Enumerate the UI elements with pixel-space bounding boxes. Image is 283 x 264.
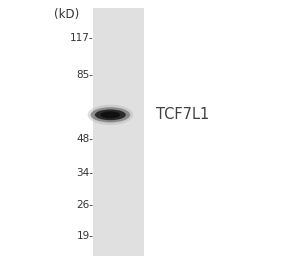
FancyBboxPatch shape	[93, 8, 144, 256]
Text: 48-: 48-	[76, 134, 93, 144]
Ellipse shape	[88, 105, 133, 125]
Text: 85-: 85-	[76, 70, 93, 80]
Text: TCF7L1: TCF7L1	[156, 107, 209, 122]
Ellipse shape	[91, 107, 130, 122]
Text: 26-: 26-	[76, 200, 93, 210]
Text: 117-: 117-	[70, 33, 93, 43]
Text: 34-: 34-	[76, 168, 93, 178]
Ellipse shape	[95, 110, 126, 120]
Text: 19-: 19-	[76, 231, 93, 241]
Text: (kD): (kD)	[54, 8, 79, 21]
Ellipse shape	[100, 111, 120, 118]
